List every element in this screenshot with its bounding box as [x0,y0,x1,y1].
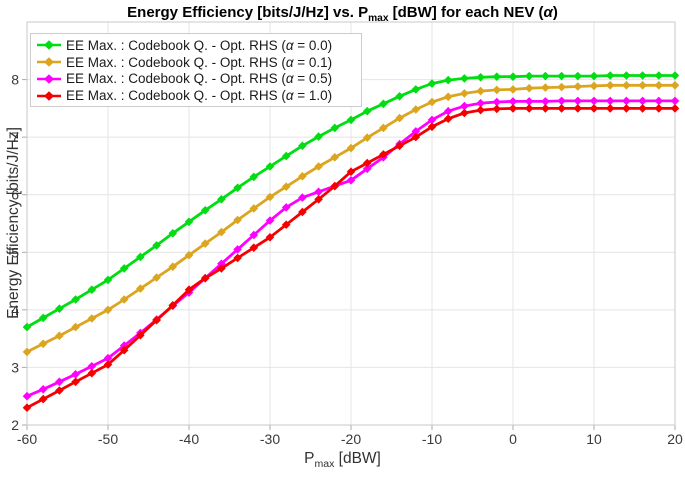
title-alpha: α [543,4,553,21]
title-part2: [dBW] for each NEV ( [388,4,544,21]
title-subscript: max [368,12,389,24]
legend: EE Max. : Codebook Q. - Opt. RHS (α = 0.… [30,33,362,107]
xlabel-part2: [dBW] [334,450,381,467]
svg-text:-50: -50 [98,431,118,447]
legend-marker-icon [37,90,61,101]
legend-marker-icon [37,74,61,84]
title-part1: Energy Efficiency [bits/J/Hz] vs. P [127,4,369,21]
svg-text:-10: -10 [422,431,442,447]
legend-label: EE Max. : Codebook Q. - Opt. RHS (α = 0.… [66,37,333,53]
x-axis-label: Pmax [dBW] [0,450,685,470]
legend-label: EE Max. : Codebook Q. - Opt. RHS (α = 1.… [66,88,333,104]
y-axis-label: Energy Efficiency [bits/J/Hz] [5,127,22,319]
legend-item-alpha-0.5: EE Max. : Codebook Q. - Opt. RHS (α = 0.… [36,71,355,88]
svg-text:0: 0 [509,431,517,447]
svg-text:6: 6 [11,187,19,203]
chart-title: Energy Efficiency [bits/J/Hz] vs. Pmax [… [0,4,685,24]
xlabel-part1: P [304,450,315,467]
svg-text:-20: -20 [341,431,361,447]
svg-text:20: 20 [667,431,683,447]
legend-label: EE Max. : Codebook Q. - Opt. RHS (α = 0.… [66,71,333,87]
legend-item-alpha-1.0: EE Max. : Codebook Q. - Opt. RHS (α = 1.… [36,87,355,104]
legend-marker-icon [37,40,61,51]
legend-marker-icon [37,57,61,67]
svg-text:-40: -40 [179,431,199,447]
svg-text:8: 8 [11,72,19,88]
legend-label: EE Max. : Codebook Q. - Opt. RHS (α = 0.… [66,54,333,70]
svg-text:-30: -30 [260,431,280,447]
legend-item-alpha-0.0: EE Max. : Codebook Q. - Opt. RHS (α = 0.… [36,37,355,54]
svg-text:-60: -60 [17,431,37,447]
svg-text:2: 2 [11,417,19,433]
legend-item-alpha-0.1: EE Max. : Codebook Q. - Opt. RHS (α = 0.… [36,54,355,71]
svg-text:7: 7 [11,129,19,145]
xlabel-subscript: max [314,458,335,470]
svg-text:5: 5 [11,244,19,260]
svg-text:4: 4 [11,302,19,318]
svg-text:3: 3 [11,359,19,375]
title-part3: ) [552,4,558,21]
svg-text:10: 10 [586,431,602,447]
